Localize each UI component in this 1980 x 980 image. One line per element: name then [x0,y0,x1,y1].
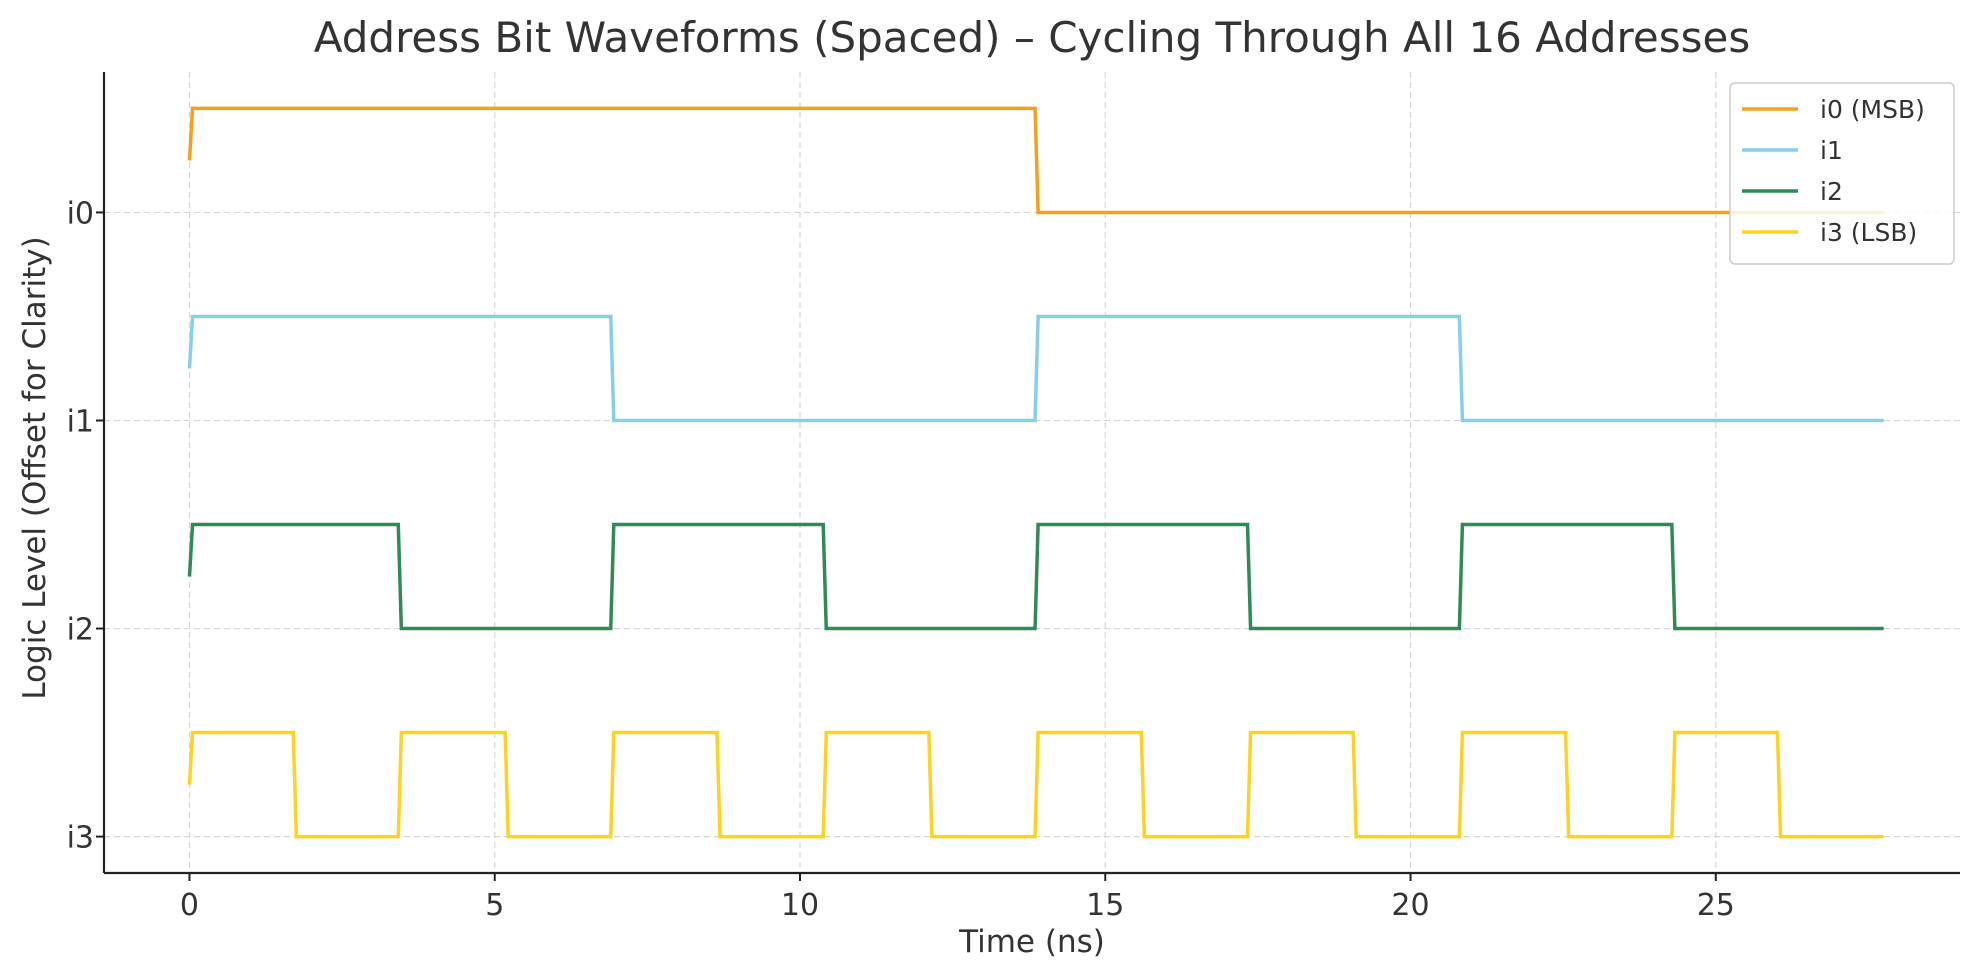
chart-title: Address Bit Waveforms (Spaced) – Cycling… [314,13,1750,62]
axes [96,72,1960,881]
y-tick-label: i1 [67,404,94,439]
x-tick-label: 15 [1086,888,1124,923]
y-tick-label: i0 [67,196,94,231]
series-line-i1 [187,314,1884,423]
series-line-i0 [187,106,1884,215]
y-axis-label: Logic Level (Offset for Clarity) [17,236,53,699]
legend-label: i0 (MSB) [1820,95,1925,124]
series-line-i3 [187,730,1884,839]
grid-lines [104,72,1960,873]
x-tick-label: 5 [485,888,504,923]
legend-label: i2 [1820,177,1843,206]
waveform-series [187,106,1884,839]
x-tick-label: 25 [1697,888,1735,923]
legend-box [1729,82,1955,265]
legend-label: i1 [1820,136,1843,165]
x-tick-label: 10 [781,888,819,923]
series-line-i2 [187,522,1884,631]
x-axis-label: Time (ns) [958,924,1105,960]
y-tick-label: i2 [67,613,94,648]
x-tick-label: 0 [180,888,199,923]
legend: i0 (MSB) i1 i2 i3 (LSB) [1729,82,1955,265]
legend-label: i3 (LSB) [1820,218,1917,247]
y-tick-label: i3 [67,821,94,856]
x-tick-label: 20 [1391,888,1429,923]
tick-labels: 0 5 10 15 20 25 i3 i2 i1 i0 [67,196,1735,923]
